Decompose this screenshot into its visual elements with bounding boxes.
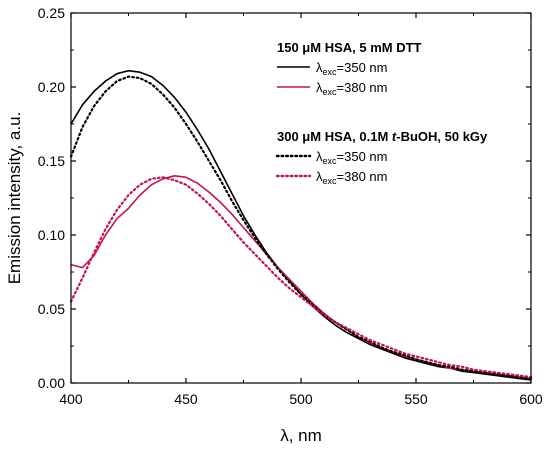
y-tick-label: 0.10 — [38, 227, 65, 243]
y-tick-label: 0.25 — [38, 5, 65, 21]
legend-entry-label: λexc=350 nm — [316, 60, 387, 77]
legend-entry-label: λexc=380 nm — [316, 169, 387, 186]
y-tick-label: 0.15 — [38, 153, 65, 169]
series-line-0 — [70, 69, 532, 381]
legend: 150 μM HSA, 5 mM DTT λexc=350 nm λexc=380 … — [275, 40, 488, 186]
y-tick-label: 0.05 — [38, 301, 65, 317]
legend-entry-label: λexc=380 nm — [316, 80, 387, 97]
x-tick-label: 450 — [174, 391, 198, 407]
y-axis-title: Emission intensity, a.u. — [5, 112, 24, 285]
legend-entry-label: λexc=350 nm — [316, 149, 387, 166]
y-tick-label: 0.00 — [38, 375, 65, 391]
series-layer — [69, 69, 533, 381]
series-line-2 — [69, 75, 533, 380]
plot-frame — [70, 12, 532, 384]
y-tick-label: 0.20 — [38, 79, 65, 95]
legend-group-title: 150 μM HSA, 5 mM DTT — [277, 40, 422, 55]
ticks-layer: 400 450 500 550 600 0.00 0.05 0.10 0.15 0.20 0.25 — [38, 5, 543, 407]
x-axis-title: λ, nm — [280, 426, 322, 445]
x-tick-label: 500 — [289, 391, 313, 407]
x-tick-label: 550 — [404, 391, 428, 407]
series-line-3 — [69, 176, 533, 379]
series-line-1 — [70, 175, 532, 380]
legend-group-title: 300 μM HSA, 0.1M t-BuOH, 50 kGy — [277, 129, 488, 144]
x-tick-label: 400 — [59, 391, 83, 407]
x-tick-label: 600 — [519, 391, 543, 407]
